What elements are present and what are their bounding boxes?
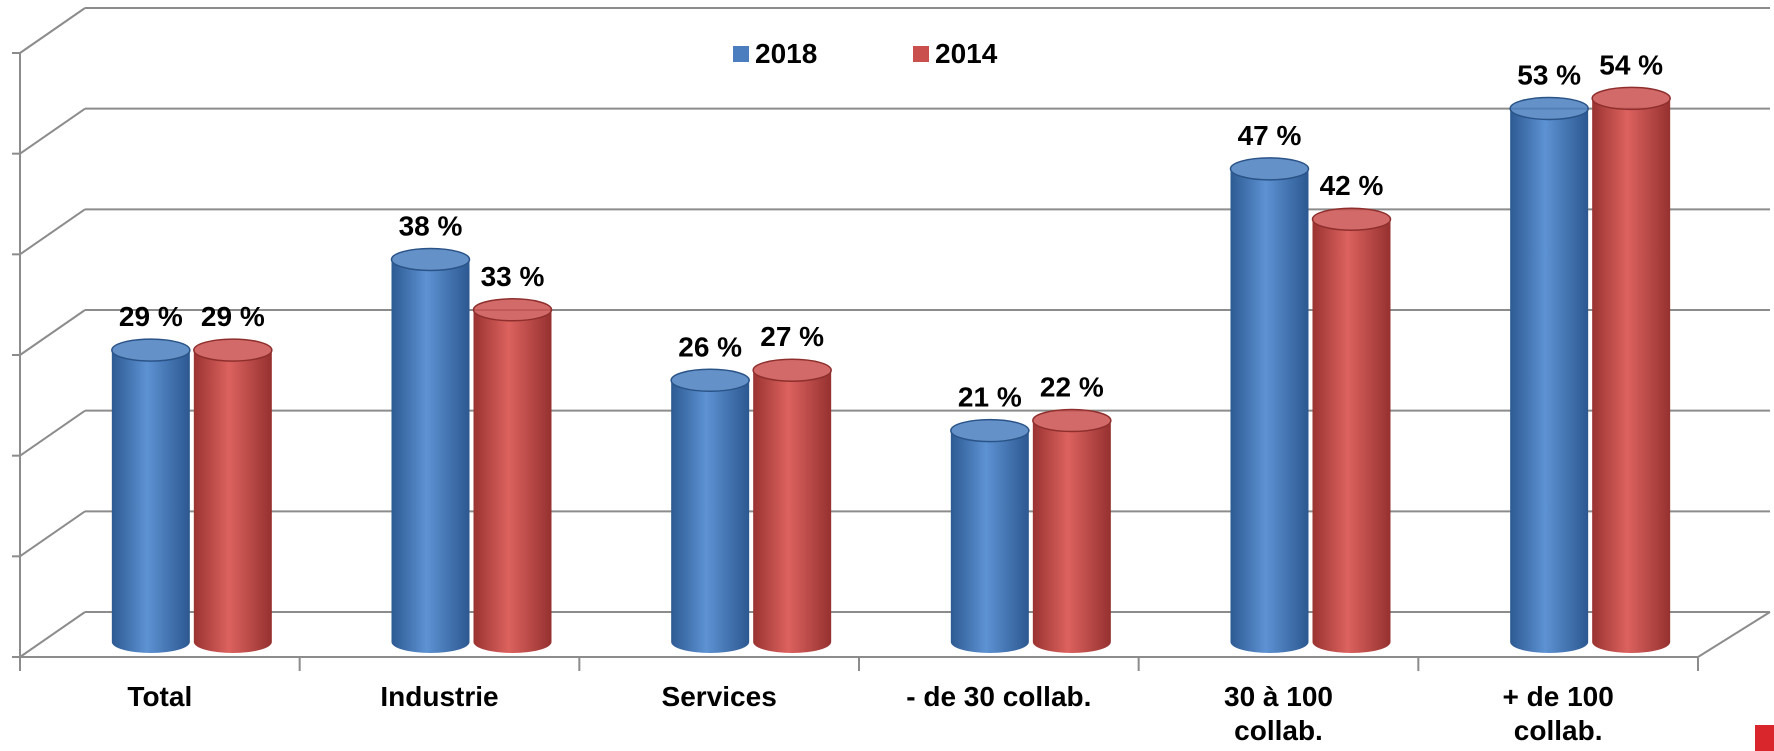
grid-line bbox=[19, 510, 86, 558]
value-label: 29 % bbox=[119, 301, 183, 332]
value-label: 21 % bbox=[958, 382, 1022, 413]
cylinder-top bbox=[670, 368, 750, 393]
value-label: 26 % bbox=[678, 331, 742, 362]
grid-line bbox=[19, 107, 86, 155]
value-label: 29 % bbox=[201, 301, 265, 332]
cylinder bbox=[1510, 108, 1589, 654]
value-label: 47 % bbox=[1238, 120, 1302, 151]
cylinder bbox=[1230, 168, 1309, 653]
legend-label: 2018 bbox=[755, 38, 817, 69]
cylinder-top bbox=[1591, 86, 1671, 111]
logo-mark bbox=[1755, 725, 1774, 751]
grid-line bbox=[19, 409, 86, 457]
cylinder-top bbox=[950, 418, 1030, 443]
cylinder bbox=[1312, 219, 1391, 654]
x-tick-label: - de 30 collab. bbox=[906, 681, 1092, 712]
cylinder bbox=[391, 259, 470, 654]
cylinder-top bbox=[1311, 207, 1392, 231]
cylinder-top bbox=[111, 338, 191, 362]
value-label: 42 % bbox=[1320, 170, 1384, 201]
cylinder bbox=[753, 370, 832, 654]
floor-edge bbox=[1697, 611, 1771, 658]
legend-swatch bbox=[913, 46, 929, 62]
x-tick-label: 30 à 100 collab. bbox=[1224, 681, 1333, 746]
cylinder bbox=[473, 309, 552, 654]
value-label: 53 % bbox=[1517, 59, 1581, 90]
cylinder bbox=[950, 430, 1029, 653]
value-label: 27 % bbox=[760, 321, 824, 352]
cylinder bbox=[671, 380, 750, 654]
cylinder bbox=[1592, 98, 1671, 654]
cylinder-top bbox=[1032, 408, 1112, 433]
x-tick-label: Total bbox=[127, 681, 193, 712]
legend-label: 2014 bbox=[935, 38, 998, 69]
value-label: 33 % bbox=[481, 261, 545, 292]
grid-line bbox=[19, 309, 86, 356]
grid-line bbox=[19, 208, 86, 256]
value-label: 22 % bbox=[1040, 372, 1104, 403]
cylinder-top bbox=[1229, 157, 1310, 181]
cylinder bbox=[193, 350, 272, 653]
cylinder-top bbox=[1509, 96, 1589, 121]
x-tick-label: Services bbox=[661, 681, 777, 712]
grid-line bbox=[19, 7, 86, 54]
x-tick-label: Industrie bbox=[380, 681, 499, 712]
cylinder bbox=[1032, 420, 1111, 654]
grid-line bbox=[19, 611, 86, 658]
value-label: 54 % bbox=[1599, 49, 1663, 80]
x-tick-label: + de 100 collab. bbox=[1502, 681, 1614, 746]
value-label: 38 % bbox=[399, 210, 463, 241]
cylinder-top bbox=[193, 338, 273, 362]
cylinder-top bbox=[390, 247, 471, 272]
legend-swatch bbox=[733, 46, 749, 62]
cylinder-top bbox=[472, 298, 553, 322]
cylinder-top bbox=[752, 358, 832, 382]
cylinder bbox=[111, 350, 190, 653]
